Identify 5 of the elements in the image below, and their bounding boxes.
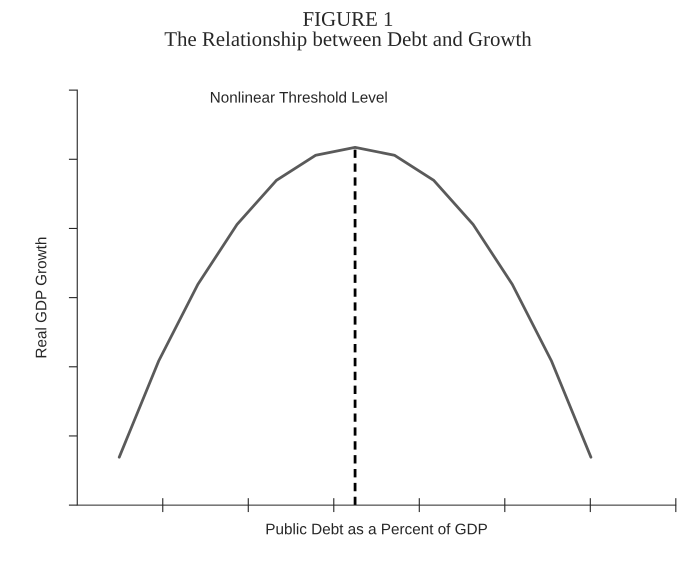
chart-subtitle: The Relationship between Debt and Growth <box>164 31 532 50</box>
y-axis-title: Real GDP Growth <box>35 238 46 358</box>
text: Nonlinear Threshold Level <box>210 91 387 103</box>
x-axis-title: Public Debt as a Percent of GDP <box>266 523 487 534</box>
chart-title: FIGURE 1 <box>303 12 392 26</box>
